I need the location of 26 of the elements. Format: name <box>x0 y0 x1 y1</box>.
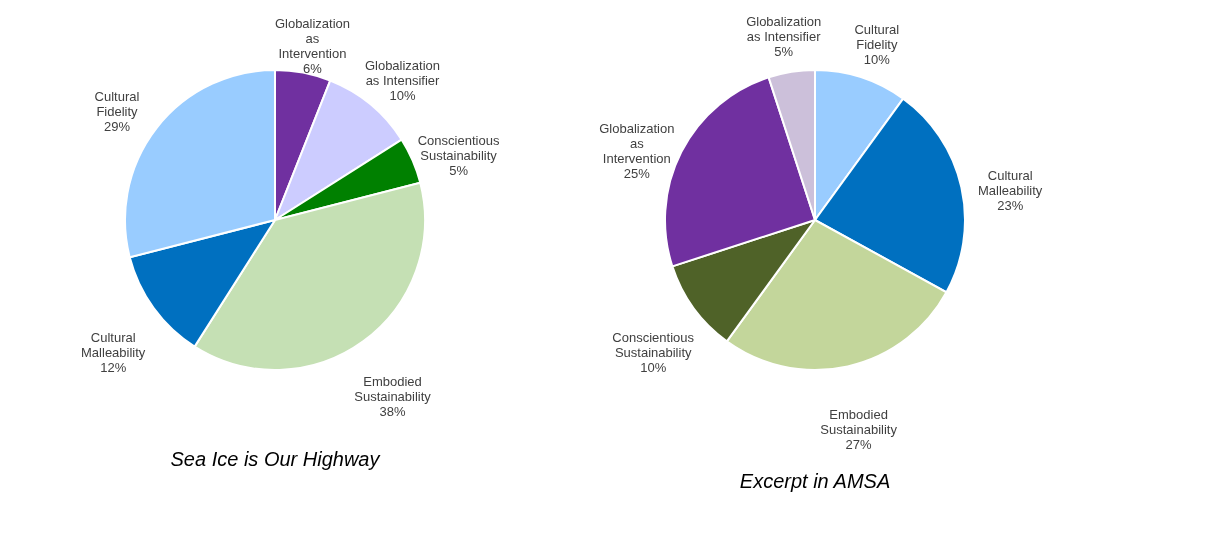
slice-label: Cultural Fidelity <box>854 21 900 52</box>
data-label: 25% <box>623 166 651 182</box>
slice-label: Cultural Malleability <box>978 168 1043 199</box>
data-label: 5% <box>449 162 469 178</box>
slice-label: Embodied Sustainability <box>354 373 432 404</box>
data-label: 10% <box>640 359 667 375</box>
text: Excerpt in AMSA <box>739 470 891 493</box>
slice-label: Globalization as Intervention <box>599 121 675 167</box>
data-label: 38% <box>379 403 406 419</box>
data-label: 10% <box>389 87 416 103</box>
slice-label: Globalization as Intensifier <box>364 57 441 88</box>
data-label: 6% <box>303 60 323 76</box>
slice-label: Conscientious Sustainability <box>612 329 695 360</box>
slice-label: Embodied Sustainability <box>820 407 898 438</box>
data-label: 12% <box>100 359 127 375</box>
data-label: 5% <box>774 44 794 60</box>
slice-label: Globalization as Intensifier <box>746 14 822 45</box>
data-label: 27% <box>845 437 873 453</box>
text: Sea Ice is Our Highway <box>170 448 381 470</box>
slice-label: Conscientious Sustainability <box>417 132 500 163</box>
data-label: 10% <box>863 51 891 67</box>
data-label: 23% <box>997 198 1024 214</box>
data-label: 29% <box>103 119 131 135</box>
slice-label: Cultural Fidelity <box>94 89 140 120</box>
slice-label: Globalization as Intervention <box>274 15 351 61</box>
slice-label: Cultural Malleability <box>81 329 146 360</box>
